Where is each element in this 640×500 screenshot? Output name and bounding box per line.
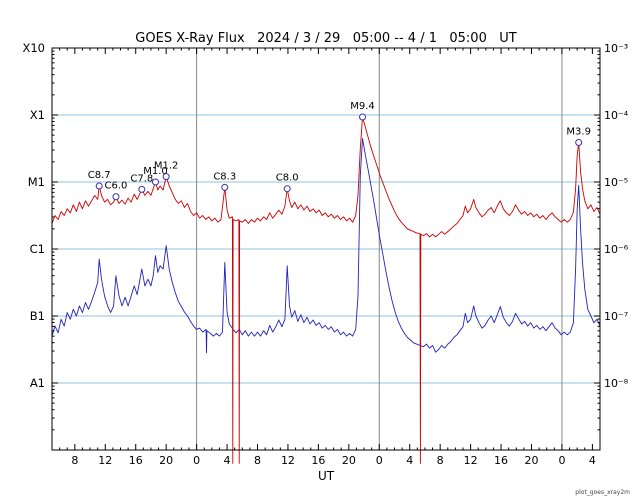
flare-label: C8.0 [276,173,299,184]
x-tick-label: 8 [71,454,78,467]
x-tick-label: 4 [589,454,596,467]
y-axis-right-label: 10⁻⁸ [604,377,629,390]
flare-peak-marker [575,138,583,146]
flare-peak-marker [138,185,146,193]
x-tick-label: 8 [437,454,444,467]
flare-label: M1.0 [143,166,168,177]
blue-series-path [51,137,601,354]
flare-peak-marker [359,113,367,121]
x-tick-label: 20 [525,454,539,467]
y-axis-right-label: 10⁻⁷ [604,310,628,323]
red-series-path [51,116,601,464]
flare-peak-marker [95,182,103,190]
y-axis-left-label: C1 [30,242,45,256]
y-axis-right-label: 10⁻⁵ [604,176,628,189]
flare-label: M1.2 [154,161,179,172]
flare-label: M9.4 [350,101,375,112]
x-tick-label: 4 [406,454,413,467]
flare-peak-marker [112,193,120,201]
y-axis-left-label: X10 [22,41,45,55]
x-tick-label: 20 [342,454,356,467]
flare-label: C6.0 [104,181,127,192]
flare-peak-marker [283,185,291,193]
x-tick-label: 0 [558,454,565,467]
x-axis-label: UT [318,469,335,483]
y-axis-left-label: B1 [30,309,45,323]
y-axis-left-label: A1 [30,376,45,390]
x-tick-label: 8 [254,454,261,467]
x-tick-label: 4 [224,454,231,467]
x-tick-label: 12 [464,454,478,467]
y-axis-right-label: 10⁻⁶ [604,243,629,256]
flare-peak-marker [221,183,229,191]
flare-peak-marker [162,173,170,181]
x-tick-label: 16 [129,454,143,467]
flare-label: C8.3 [213,171,236,182]
x-tick-label: 20 [159,454,173,467]
flare-peak-marker [152,178,160,186]
x-tick-label: 12 [98,454,112,467]
y-axis-right-label: 10⁻³ [604,42,628,55]
y-axis-left-label: M1 [28,175,45,189]
x-tick-label: 16 [494,454,508,467]
x-tick-label: 0 [376,454,383,467]
plot-footnote: plot_goes_xray2m [575,489,630,496]
y-axis-right-label: 10⁻⁴ [604,109,629,122]
x-tick-label: 16 [311,454,325,467]
x-tick-label: 0 [193,454,200,467]
flare-label: M3.9 [566,126,591,137]
x-tick-label: 12 [281,454,295,467]
flare-label: C7.8 [130,173,153,184]
flare-label: C8.7 [88,170,111,181]
y-axis-left-label: X1 [30,108,45,122]
chart-title: GOES X-Ray Flux 2024 / 3 / 29 05:00 -- 4… [135,31,517,46]
